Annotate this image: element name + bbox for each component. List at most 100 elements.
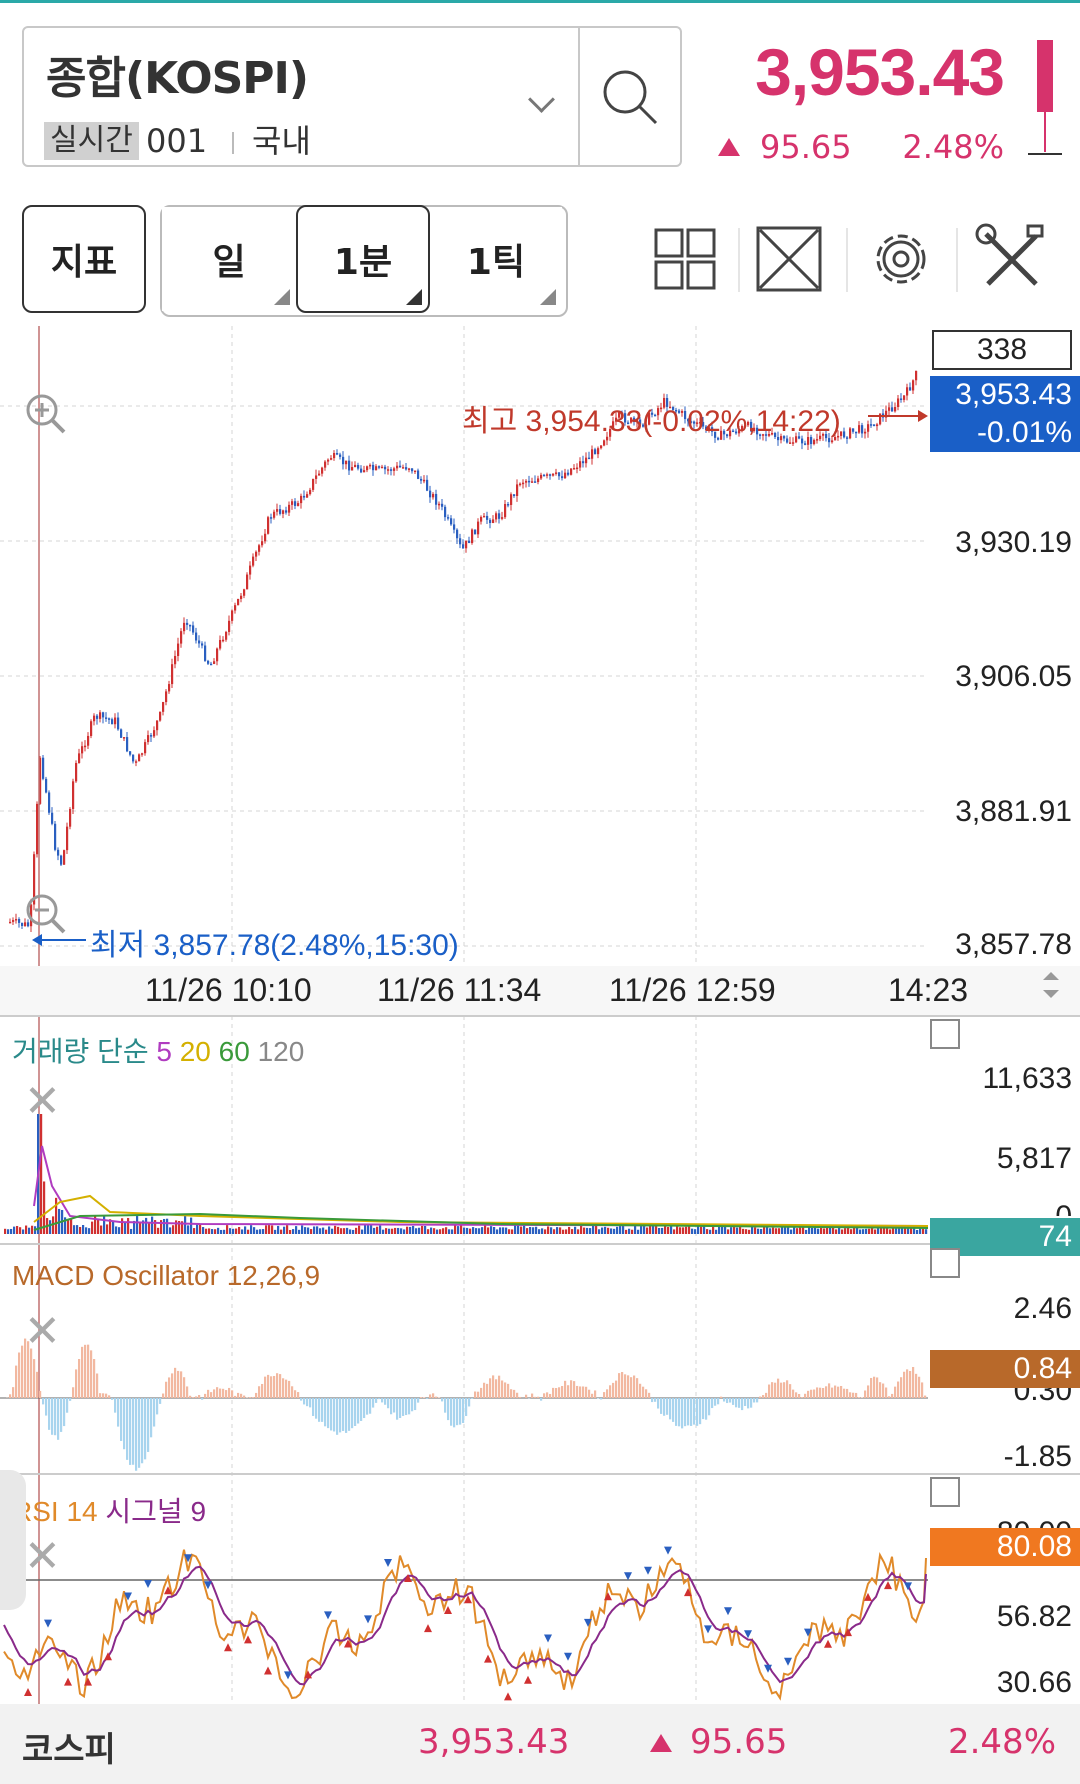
volume-bar bbox=[805, 1229, 808, 1234]
macd-bar bbox=[498, 1375, 501, 1398]
volume-bar bbox=[307, 1227, 310, 1234]
volume-bar bbox=[106, 1224, 109, 1234]
macd-bar bbox=[348, 1398, 351, 1431]
volume-bar bbox=[124, 1221, 127, 1234]
volume-bar bbox=[823, 1228, 826, 1234]
macd-bar bbox=[396, 1398, 399, 1420]
macd-bar bbox=[321, 1398, 324, 1422]
volume-menu-icon[interactable] bbox=[930, 1019, 960, 1049]
macd-bar bbox=[609, 1385, 612, 1398]
visible-count-box[interactable]: 338 bbox=[932, 330, 1072, 370]
zoom-out-icon[interactable] bbox=[22, 890, 70, 938]
volume-bar bbox=[817, 1228, 820, 1234]
rsi-buy-marker bbox=[504, 1692, 512, 1701]
candle-body bbox=[495, 513, 498, 520]
macd-bar bbox=[624, 1374, 627, 1398]
macd-bar bbox=[324, 1398, 327, 1427]
expand-icon[interactable] bbox=[748, 214, 838, 304]
scroll-down-icon[interactable] bbox=[1043, 990, 1059, 998]
macd-bar bbox=[129, 1398, 132, 1465]
candle-body bbox=[780, 436, 783, 441]
settings-gear-icon[interactable] bbox=[856, 214, 946, 304]
candle-body bbox=[45, 778, 48, 793]
volume-legend: 거래량 단순 5 20 60 120 bbox=[12, 1030, 304, 1070]
macd-bar bbox=[180, 1371, 183, 1398]
rsi-sell-marker bbox=[784, 1657, 792, 1666]
macd-bar bbox=[885, 1387, 888, 1398]
candle-body bbox=[240, 595, 243, 599]
candle-body bbox=[786, 438, 789, 443]
low-pointer-head bbox=[32, 934, 42, 946]
candle-body bbox=[294, 501, 297, 506]
macd-bar bbox=[15, 1365, 18, 1398]
close-icon[interactable]: ✕ bbox=[24, 1531, 61, 1582]
volume-bar bbox=[109, 1219, 112, 1234]
macd-bar bbox=[264, 1376, 267, 1398]
candle-body bbox=[168, 684, 171, 692]
macd-menu-icon[interactable] bbox=[930, 1248, 960, 1278]
macd-bar bbox=[615, 1380, 618, 1398]
macd-bar bbox=[312, 1398, 315, 1416]
macd-bar bbox=[657, 1398, 660, 1409]
bottom-quote-bar[interactable]: 코스피 3,953.43 95.65 2.48% bbox=[0, 1704, 1080, 1784]
volume-bar bbox=[685, 1226, 688, 1234]
candle-body bbox=[360, 468, 363, 473]
chart-area[interactable] bbox=[0, 326, 1080, 1704]
symbol-code: 001 bbox=[146, 122, 208, 160]
rsi-buy-marker bbox=[404, 1574, 412, 1582]
candle-body bbox=[237, 598, 240, 606]
macd-bar bbox=[699, 1398, 702, 1425]
candle-body bbox=[702, 421, 705, 427]
volume-bar bbox=[550, 1227, 553, 1234]
volume-bar bbox=[19, 1227, 22, 1234]
candle-body bbox=[636, 419, 639, 422]
macd-bar bbox=[870, 1377, 873, 1398]
volume-bar bbox=[334, 1225, 337, 1234]
layout-grid-icon[interactable] bbox=[648, 214, 738, 304]
candle-body bbox=[204, 645, 207, 661]
volume-bar bbox=[238, 1226, 241, 1234]
macd-bar bbox=[561, 1386, 564, 1398]
symbol-selector[interactable]: 종합(KOSPI) 실시간 001 국내 bbox=[22, 26, 682, 167]
volume-bar bbox=[913, 1225, 916, 1234]
minute-button[interactable]: 1분 bbox=[296, 205, 430, 313]
macd-bar bbox=[255, 1392, 258, 1398]
volume-bar bbox=[442, 1228, 445, 1234]
candle-body bbox=[699, 421, 702, 424]
candle-body bbox=[594, 449, 597, 455]
candle-body bbox=[510, 494, 513, 505]
volume-bar bbox=[181, 1221, 184, 1234]
macd-bar bbox=[423, 1397, 426, 1398]
side-drawer-handle[interactable] bbox=[0, 1470, 26, 1610]
candle-body bbox=[219, 639, 222, 649]
chevron-down-icon[interactable] bbox=[528, 86, 555, 113]
candle-body bbox=[486, 515, 489, 520]
macd-bar bbox=[93, 1359, 96, 1398]
candle-body bbox=[795, 436, 798, 443]
rsi-menu-icon[interactable] bbox=[930, 1477, 960, 1507]
close-icon[interactable]: ✕ bbox=[24, 1076, 61, 1127]
candle-body bbox=[96, 715, 99, 719]
candle-body bbox=[609, 429, 612, 437]
macd-bar bbox=[174, 1367, 177, 1398]
search-button[interactable] bbox=[580, 28, 680, 165]
tick-button[interactable]: 1틱 bbox=[430, 207, 562, 311]
macd-bar bbox=[759, 1396, 762, 1398]
candle-body bbox=[249, 565, 252, 575]
macd-bar bbox=[750, 1398, 753, 1408]
volume-bar bbox=[787, 1227, 790, 1234]
volume-bar bbox=[901, 1226, 904, 1234]
macd-bar bbox=[663, 1398, 666, 1416]
volume-bar bbox=[370, 1225, 373, 1234]
candle-body bbox=[372, 464, 375, 471]
macd-bar bbox=[399, 1398, 402, 1418]
zoom-in-icon[interactable] bbox=[22, 390, 70, 438]
volume-bar bbox=[142, 1220, 145, 1234]
day-button[interactable]: 일 bbox=[162, 207, 296, 311]
close-icon[interactable]: ✕ bbox=[24, 1306, 61, 1357]
tools-icon[interactable] bbox=[966, 214, 1056, 304]
volume-bar bbox=[634, 1225, 637, 1234]
scroll-up-icon[interactable] bbox=[1043, 972, 1059, 980]
indicator-button[interactable]: 지표 bbox=[22, 205, 146, 313]
candle-body bbox=[216, 648, 219, 662]
